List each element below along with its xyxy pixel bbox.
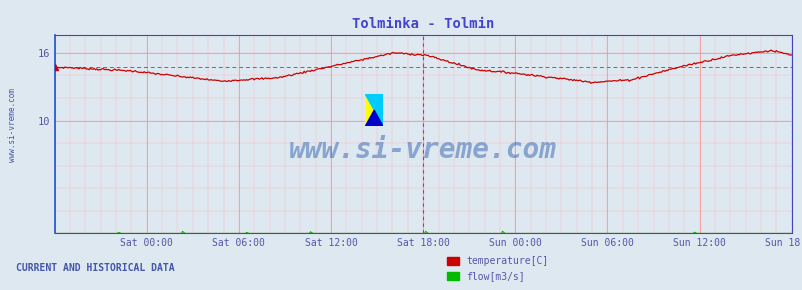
Text: CURRENT AND HISTORICAL DATA: CURRENT AND HISTORICAL DATA	[16, 263, 175, 273]
Text: www.si-vreme.com: www.si-vreme.com	[289, 136, 557, 164]
Text: www.si-vreme.com: www.si-vreme.com	[8, 88, 17, 162]
Title: Tolminka - Tolmin: Tolminka - Tolmin	[351, 17, 494, 31]
Legend: temperature[C], flow[m3/s]: temperature[C], flow[m3/s]	[443, 253, 552, 285]
Polygon shape	[365, 110, 383, 126]
Polygon shape	[365, 94, 383, 126]
Polygon shape	[365, 94, 383, 126]
